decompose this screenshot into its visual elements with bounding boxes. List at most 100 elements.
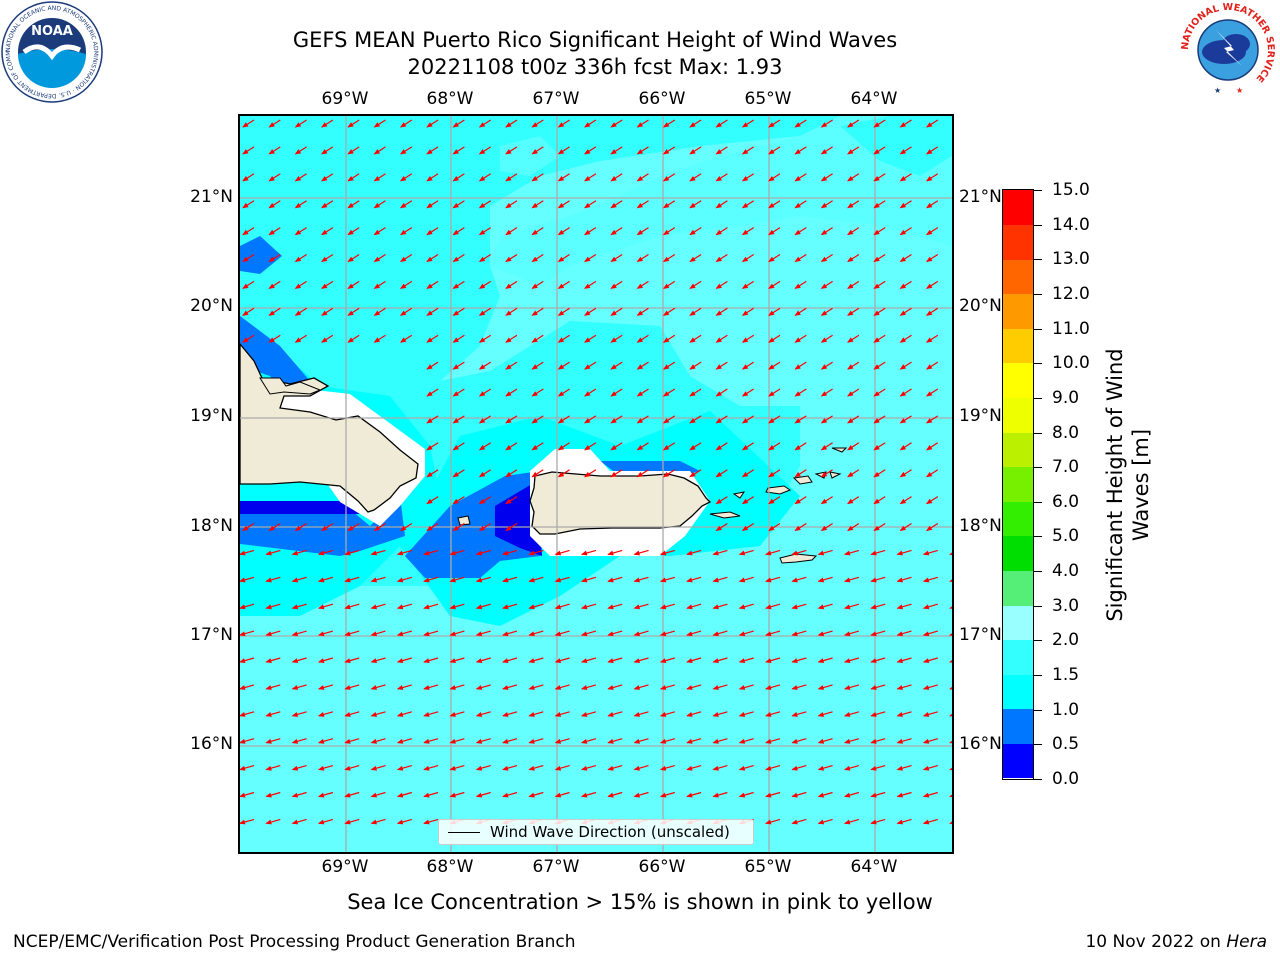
wave-arrow bbox=[291, 603, 307, 610]
wave-arrow bbox=[870, 576, 886, 583]
nws-logo: NATIONAL WEATHER SERVICE ★ ★ bbox=[1176, 0, 1280, 100]
legend-line-swatch bbox=[448, 832, 480, 833]
wave-arrow bbox=[741, 307, 755, 316]
wave-arrow bbox=[791, 549, 807, 556]
svg-text:★: ★ bbox=[1236, 86, 1243, 95]
wave-arrow bbox=[899, 388, 912, 397]
wave-arrow bbox=[344, 684, 360, 690]
wave-arrow bbox=[949, 659, 952, 663]
wave-arrow bbox=[715, 334, 728, 343]
wave-arrow bbox=[633, 765, 649, 771]
wave-arrow bbox=[452, 227, 465, 236]
wave-arrow bbox=[633, 657, 649, 664]
wave-arrow bbox=[580, 630, 597, 637]
wave-arrow bbox=[607, 576, 623, 583]
wave-arrow bbox=[528, 630, 544, 637]
wave-arrow bbox=[452, 307, 465, 316]
wave-arrow bbox=[423, 603, 439, 610]
wave-arrow bbox=[738, 765, 754, 771]
wave-arrow bbox=[899, 361, 912, 370]
wave-arrow bbox=[475, 684, 491, 690]
colorbar-tick bbox=[1034, 363, 1042, 365]
wave-arrow bbox=[242, 200, 255, 209]
colorbar-segment bbox=[1003, 224, 1033, 260]
wave-arrow bbox=[321, 146, 334, 155]
wave-arrow bbox=[505, 307, 518, 316]
wave-arrow bbox=[899, 442, 912, 451]
wave-arrow bbox=[633, 603, 649, 610]
wave-arrow bbox=[475, 549, 491, 556]
wave-arrow bbox=[607, 549, 623, 556]
wave-arrow bbox=[765, 818, 781, 825]
lat-label-right: 18°N bbox=[959, 516, 1002, 536]
wave-arrow bbox=[580, 576, 597, 583]
wave-arrow bbox=[870, 711, 886, 717]
lon-label-bottom: 64°W bbox=[850, 857, 898, 877]
wave-arrow bbox=[636, 173, 649, 182]
wave-arrow bbox=[370, 684, 386, 690]
wave-arrow bbox=[922, 765, 938, 771]
wave-arrow bbox=[502, 630, 518, 637]
wave-arrow bbox=[294, 200, 307, 209]
wave-arrow bbox=[765, 791, 781, 798]
wave-arrow bbox=[373, 307, 386, 316]
lon-label-bottom: 69°W bbox=[321, 857, 369, 877]
wave-arrow bbox=[321, 522, 334, 532]
wave-arrow bbox=[870, 630, 886, 637]
wave-arrow bbox=[791, 765, 807, 771]
wave-arrow bbox=[847, 361, 860, 370]
wave-arrow bbox=[344, 603, 360, 610]
wave-arrow bbox=[870, 549, 886, 556]
wave-arrow bbox=[633, 791, 649, 798]
wave-arrow bbox=[478, 227, 492, 236]
colorbar-tick bbox=[1034, 779, 1042, 780]
wave-arrow bbox=[321, 307, 334, 316]
wave-arrow bbox=[399, 253, 413, 263]
wave-arrow bbox=[949, 686, 952, 690]
wave-arrow bbox=[768, 522, 781, 532]
wave-arrow bbox=[317, 576, 334, 583]
wave-arrow bbox=[794, 469, 807, 478]
land-puerto-rico bbox=[457, 471, 712, 535]
wave-arrow bbox=[373, 146, 386, 155]
wave-arrow bbox=[426, 442, 439, 451]
wave-arrow bbox=[265, 549, 281, 556]
map-legend: Wind Wave Direction (unscaled) bbox=[438, 819, 754, 845]
wave-arrow bbox=[689, 469, 702, 478]
wave-arrow bbox=[607, 791, 623, 798]
wave-arrow bbox=[426, 388, 439, 397]
wave-arrow bbox=[662, 388, 676, 397]
wave-arrow bbox=[610, 334, 623, 343]
wave-arrow bbox=[873, 469, 886, 478]
lat-label-right: 21°N bbox=[959, 187, 1002, 207]
wave-arrow bbox=[426, 307, 439, 316]
wave-arrow bbox=[896, 603, 912, 610]
wave-arrow bbox=[741, 227, 755, 236]
wave-arrow bbox=[373, 173, 386, 182]
wave-arrow bbox=[370, 630, 386, 637]
wave-arrow bbox=[554, 549, 570, 556]
wave-arrow bbox=[925, 119, 939, 128]
wave-arrow bbox=[317, 630, 334, 637]
wave-arrow bbox=[662, 119, 676, 128]
wave-arrow bbox=[531, 415, 544, 424]
wave-arrow bbox=[870, 818, 886, 825]
wave-arrow bbox=[396, 765, 412, 771]
wave-arrow bbox=[873, 415, 886, 424]
wave-arrow bbox=[689, 388, 702, 397]
colorbar-segment bbox=[1003, 328, 1033, 364]
wave-arrow bbox=[820, 361, 833, 370]
wave-arrow bbox=[505, 496, 518, 505]
wave-arrow bbox=[925, 469, 939, 478]
wave-arrow bbox=[291, 791, 307, 798]
wave-arrow bbox=[370, 603, 386, 610]
wave-arrow bbox=[344, 576, 360, 583]
wave-arrow bbox=[475, 657, 491, 664]
wave-arrow bbox=[817, 603, 833, 610]
wave-arrow bbox=[662, 307, 676, 316]
wave-arrow bbox=[426, 227, 439, 236]
wave-arrow bbox=[899, 522, 912, 532]
wave-arrow bbox=[478, 146, 492, 155]
wave-arrow bbox=[820, 200, 833, 209]
wave-arrow bbox=[659, 549, 675, 556]
